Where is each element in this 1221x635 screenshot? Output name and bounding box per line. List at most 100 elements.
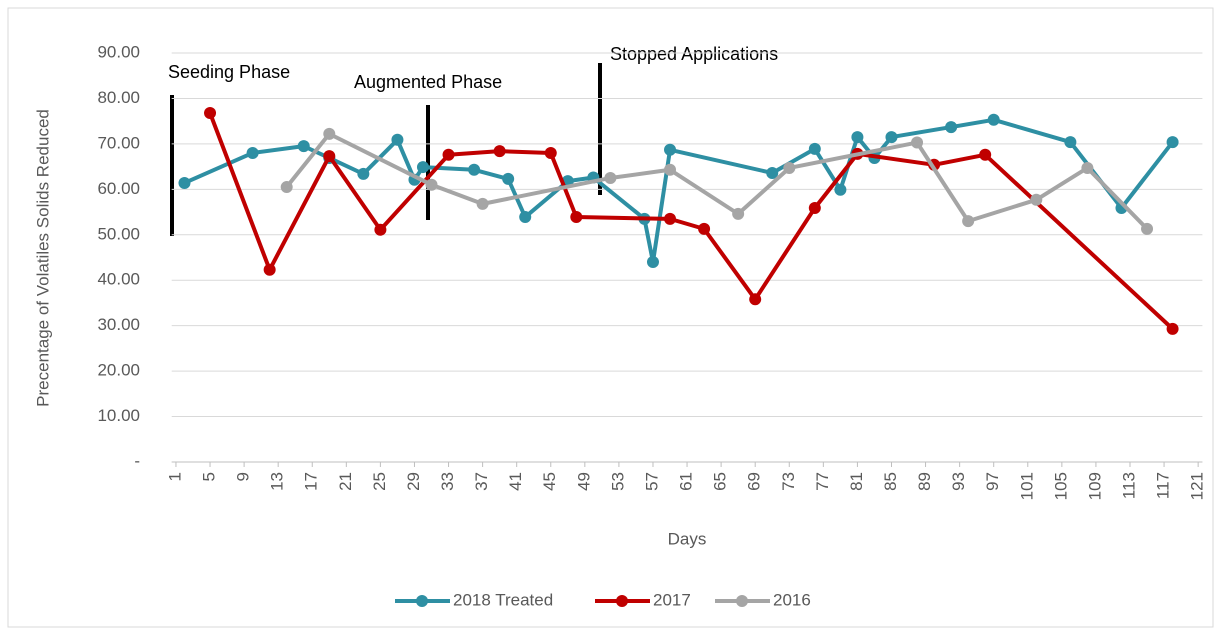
data-point [698, 222, 711, 235]
data-point [204, 106, 217, 119]
y-tick-label: 90.00 [97, 42, 140, 61]
x-tick-label: 117 [1154, 472, 1173, 499]
legend-marker [416, 595, 428, 607]
data-point [357, 167, 370, 180]
data-point [1030, 193, 1043, 206]
data-point [323, 150, 336, 163]
data-point [502, 172, 515, 185]
data-point [851, 131, 864, 144]
data-point [416, 161, 429, 174]
x-tick-label: 89 [915, 472, 934, 491]
annotation: Seeding Phase [168, 62, 290, 82]
legend-marker [736, 595, 748, 607]
x-tick-label: 49 [574, 472, 593, 491]
data-point [323, 127, 336, 140]
data-point [749, 293, 762, 306]
data-point [374, 223, 387, 236]
y-tick-label: 20.00 [97, 361, 140, 380]
y-axis-label: Precentage of Volatiles Solids Reduced [33, 109, 52, 407]
data-point [664, 212, 677, 225]
chart-frame [7, 7, 1214, 628]
x-tick-label: 65 [711, 472, 730, 491]
x-tick-label: 1 [165, 472, 184, 481]
x-tick-label: 69 [745, 472, 764, 491]
data-point [979, 148, 992, 161]
data-point [391, 133, 404, 146]
x-tick-label: 33 [438, 472, 457, 491]
x-tick-label: 121 [1188, 472, 1207, 500]
data-point [1064, 136, 1077, 149]
x-tick-label: 77 [813, 472, 832, 491]
data-point [1166, 322, 1179, 335]
x-tick-label: 73 [779, 472, 798, 491]
data-point [834, 183, 847, 196]
data-point [783, 161, 796, 174]
data-point [442, 148, 455, 161]
data-point [493, 145, 506, 158]
data-point [808, 142, 821, 155]
x-tick-label: 105 [1051, 472, 1070, 500]
data-point [808, 201, 821, 214]
data-point [604, 171, 617, 184]
x-tick-label: 61 [677, 472, 696, 491]
y-tick-label: 50.00 [97, 224, 140, 243]
x-tick-label: 101 [1017, 472, 1036, 500]
data-point [570, 211, 583, 224]
y-tick-label: 70.00 [97, 133, 140, 152]
data-point [646, 256, 659, 269]
data-point [987, 113, 1000, 126]
data-point [519, 211, 532, 224]
legend-label: 2017 [653, 590, 691, 609]
x-tick-label: 109 [1085, 472, 1104, 500]
data-point [664, 143, 677, 156]
y-tick-label: 30.00 [97, 315, 140, 334]
data-point [476, 197, 489, 210]
x-tick-label: 5 [200, 472, 219, 481]
legend-label: 2018 Treated [453, 590, 553, 609]
data-point [1081, 161, 1094, 174]
data-point [911, 136, 924, 149]
data-point [297, 140, 310, 153]
data-point [178, 176, 191, 189]
x-tick-label: 113 [1119, 472, 1138, 499]
data-point [544, 146, 557, 159]
y-tick-label: - [134, 451, 140, 470]
x-tick-label: 93 [949, 472, 968, 491]
x-axis-label: Days [668, 529, 707, 548]
data-point [766, 166, 779, 179]
data-point [1166, 136, 1179, 149]
x-tick-label: 9 [234, 472, 253, 481]
data-point [962, 215, 975, 228]
data-point [664, 163, 677, 176]
annotation: Augmented Phase [354, 72, 502, 92]
x-tick-label: 13 [268, 472, 287, 491]
data-point [246, 146, 259, 159]
y-tick-label: 10.00 [97, 406, 140, 425]
x-tick-label: 41 [506, 472, 525, 491]
data-point [945, 121, 958, 134]
data-point [885, 131, 898, 144]
legend-marker [616, 595, 628, 607]
series-line [208, 112, 1174, 331]
data-point [732, 207, 745, 220]
x-tick-label: 29 [404, 472, 423, 491]
data-point [468, 163, 481, 176]
x-tick-label: 85 [881, 472, 900, 491]
data-point [280, 181, 293, 194]
data-point [425, 178, 438, 191]
x-tick-label: 25 [370, 472, 389, 491]
x-tick-label: 97 [983, 472, 1002, 491]
x-tick-label: 53 [608, 472, 627, 491]
x-tick-label: 45 [540, 472, 559, 491]
x-tick-label: 17 [302, 472, 321, 491]
annotation: Stopped Applications [610, 44, 778, 64]
y-tick-label: 60.00 [97, 179, 140, 198]
y-tick-label: 80.00 [97, 88, 140, 107]
x-tick-label: 57 [642, 472, 661, 491]
x-tick-label: 37 [472, 472, 491, 491]
x-tick-label: 21 [336, 472, 355, 491]
legend-label: 2016 [773, 590, 811, 609]
data-point [1141, 222, 1154, 235]
data-point [263, 263, 276, 276]
